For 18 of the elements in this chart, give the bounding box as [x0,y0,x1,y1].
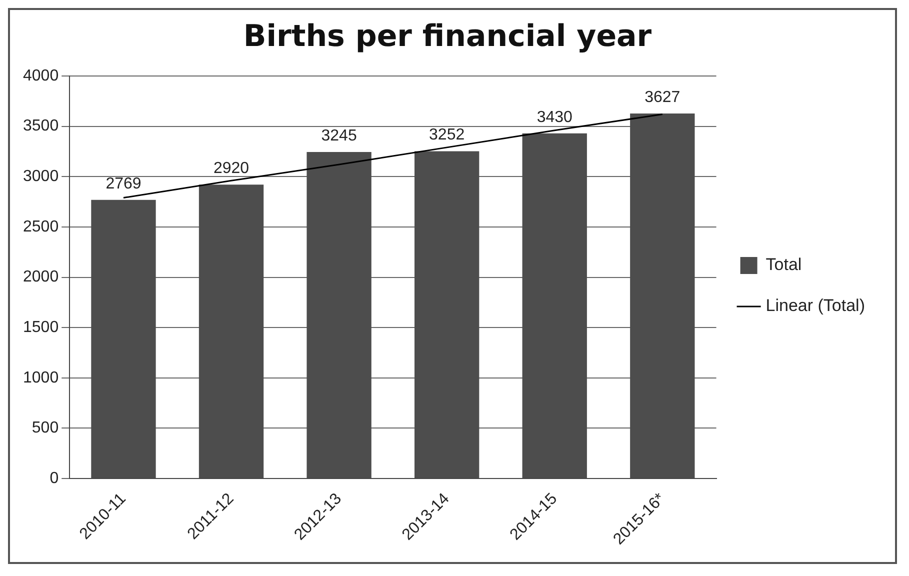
y-tick-label: 3000 [23,168,59,186]
legend-label: Linear (Total) [766,296,866,316]
y-tick-label: 1000 [23,369,59,386]
legend-label: Total [766,255,802,274]
y-tick-label: 2500 [23,218,59,236]
data-label: 2769 [106,175,142,192]
data-label: 3627 [644,88,680,106]
data-label: 3252 [429,126,465,144]
chart-title: Births per financial year [243,18,652,54]
y-tick-label: 2000 [23,268,59,286]
data-label: 3245 [321,127,357,144]
y-tick-label: 4000 [23,67,59,84]
y-tick-label: 3500 [23,118,59,135]
y-tick-label: 500 [32,420,59,437]
data-label: 2920 [213,160,250,178]
data-label: 3430 [536,108,573,126]
y-tick-label: 1500 [23,318,59,336]
y-tick-label: 0 [50,470,59,487]
